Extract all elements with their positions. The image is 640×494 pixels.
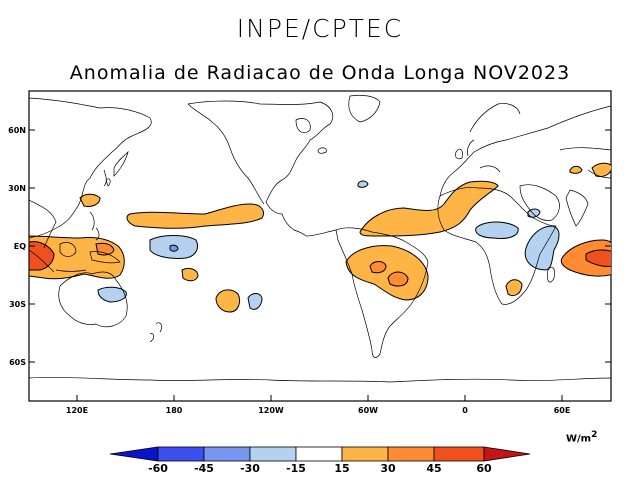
anomaly-north-pacific-band (126, 203, 264, 229)
colorbar-label: -45 (194, 462, 214, 475)
map-title: Anomalia de Radiacao de Onda Longa NOV20… (69, 62, 571, 84)
colorbar-arrow-left (109, 446, 159, 462)
anomaly-northern-south-america (359, 180, 499, 237)
anomaly-australia-negative (97, 286, 127, 303)
anomaly-south-pacific-negative (247, 293, 263, 310)
organization-title: INPE/CPTEC (236, 14, 404, 43)
lat-label-60n: 60N (8, 126, 26, 135)
coastlines (29, 94, 611, 383)
anomaly-north-atlantic-negative (357, 180, 369, 188)
lon-label-120w: 120W (258, 406, 284, 415)
colorbar-box-5 (341, 446, 389, 462)
colorbar-box-4 (295, 446, 343, 462)
anomaly-pacific-small (181, 267, 199, 282)
anomaly-central-pacific-core (169, 244, 179, 252)
anomaly-southern-africa (505, 279, 523, 297)
colorbar-box-3 (249, 446, 297, 462)
colorbar-box-6 (387, 446, 435, 462)
anomaly-middle-east (569, 165, 583, 174)
lon-label-0: 0 (462, 406, 468, 415)
colorbar-arrow-right (483, 446, 531, 462)
lat-label-30s: 30S (9, 300, 26, 309)
anomaly-central-brazil-core-2 (387, 271, 409, 287)
units-exponent: 2 (591, 430, 598, 440)
anomaly-indian-ocean-core (585, 249, 611, 267)
lat-label-30n: 30N (8, 184, 26, 193)
anomaly-south-pacific-positive (215, 289, 241, 313)
colorbar-box-1 (157, 446, 205, 462)
anomaly-central-brazil-core (369, 261, 387, 274)
lon-label-180: 180 (166, 406, 183, 415)
axis-ticks (29, 129, 611, 401)
colorbar-box-7 (433, 446, 485, 462)
units-label: W/m2 (566, 430, 597, 444)
lat-label-eq: EQ (14, 242, 26, 251)
colorbar-label: 45 (426, 462, 441, 475)
lat-label-60s: 60S (9, 358, 26, 367)
lon-label-60w: 60W (358, 406, 378, 415)
colorbar: -60 -45 -30 -15 15 30 45 60 (109, 446, 531, 475)
anomaly-maritime-continent-core (29, 241, 55, 271)
colorbar-label: -15 (286, 462, 306, 475)
lon-label-120e: 120E (66, 406, 88, 415)
units-base: W/m (566, 433, 592, 445)
anomaly-south-china (79, 193, 101, 207)
map-frame (28, 90, 612, 402)
colorbar-label: 60 (476, 462, 492, 475)
lon-label-60e: 60E (554, 406, 571, 415)
colorbar-label: 15 (334, 462, 349, 475)
anomaly-central-africa-negative (475, 221, 519, 239)
colorbar-box-2 (203, 446, 251, 462)
colorbar-label: 30 (380, 462, 396, 475)
colorbar-label: -30 (240, 462, 260, 475)
colorbar-label: -60 (148, 462, 168, 475)
anomaly-central-brazil (345, 245, 429, 301)
